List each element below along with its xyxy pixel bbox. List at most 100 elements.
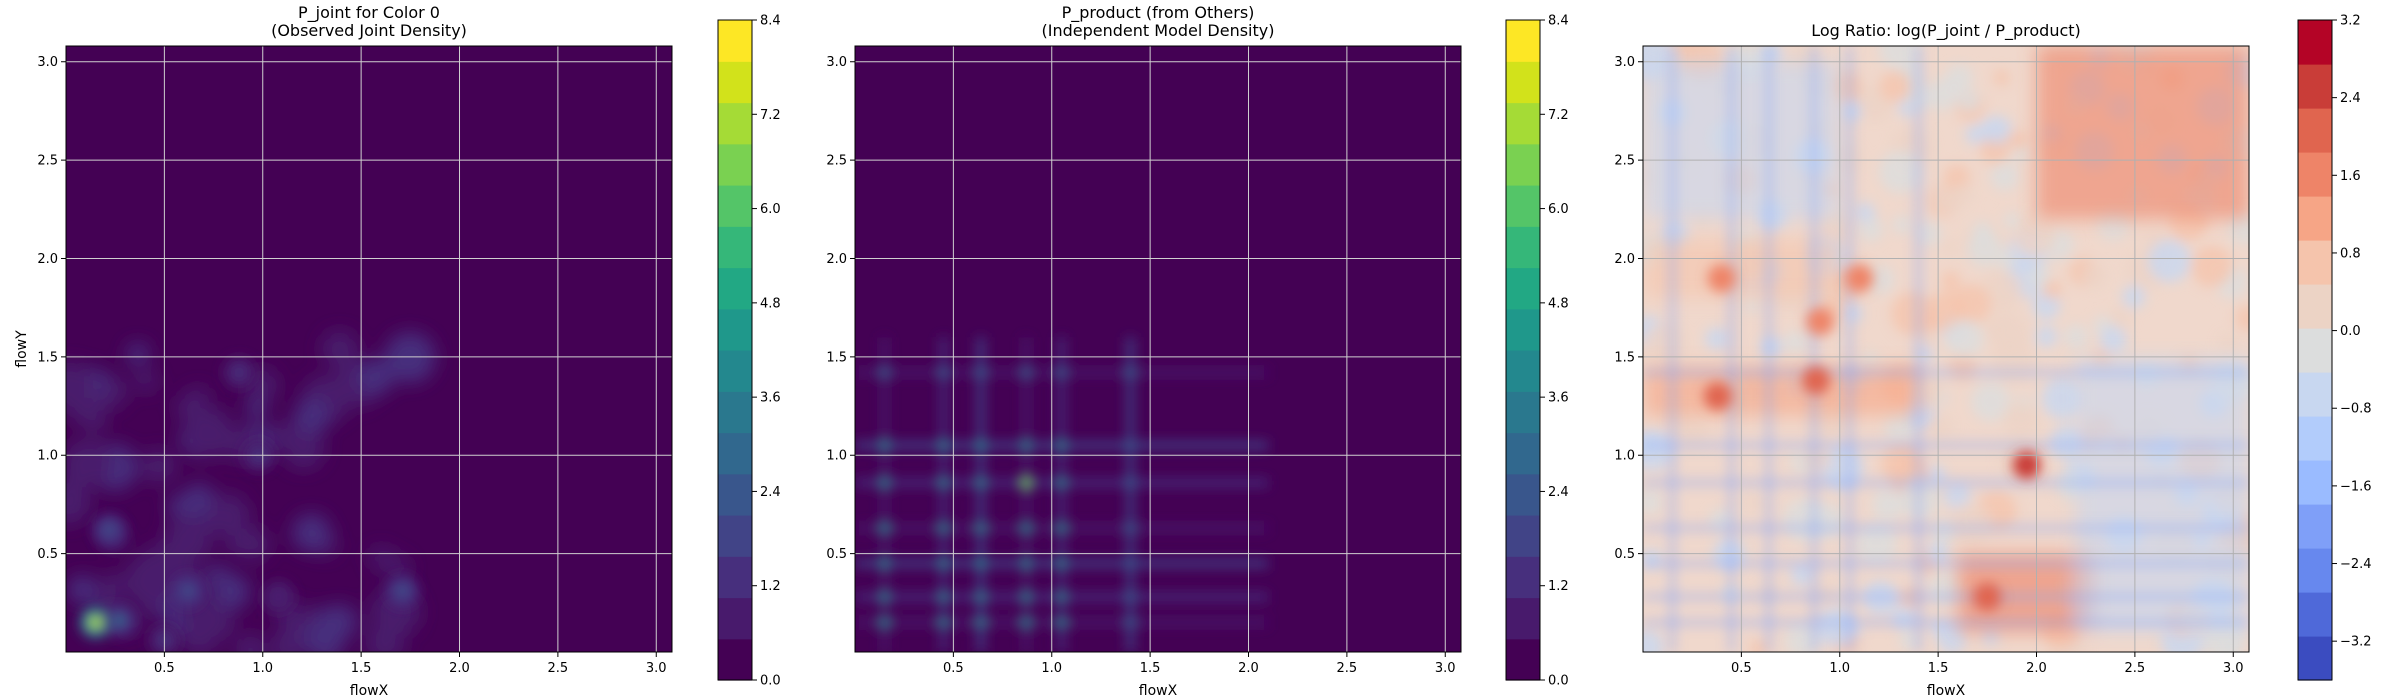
- colorbar-segment: [2298, 284, 2332, 329]
- intersection: [974, 557, 987, 570]
- x-tick-label: 3.0: [1435, 661, 1456, 676]
- colorbar-segment: [718, 20, 752, 62]
- ratio-blob: [1951, 284, 1992, 325]
- colorbar-segment: [718, 473, 752, 516]
- intersection: [974, 522, 987, 535]
- y-tick-label: 3.0: [1614, 55, 1635, 70]
- colorbar-segment: [718, 185, 752, 227]
- x-tick-label: 1.5: [351, 661, 372, 676]
- y-axis-label-joint: flowY: [14, 330, 30, 368]
- ratio-blob: [1674, 412, 1709, 447]
- intersection: [974, 590, 987, 603]
- colorbar-segment: [1506, 391, 1540, 434]
- colorbar-tick-label: 7.2: [1548, 108, 1569, 123]
- colorbar-segment: [718, 515, 752, 557]
- grid-product: [855, 46, 1461, 652]
- ratio-blob: [2035, 325, 2058, 348]
- intersection: [1020, 522, 1033, 535]
- colorbar-tick-label: 0.0: [1548, 674, 1569, 689]
- ratio-y-stripe: [1643, 369, 2249, 376]
- intersection: [1020, 590, 1033, 603]
- ratio-blob: [2122, 285, 2146, 309]
- intersection: [974, 366, 987, 379]
- intersection: [878, 476, 891, 489]
- intersection: [937, 590, 950, 603]
- density-blob: [270, 630, 305, 652]
- y-tick-label: 2.5: [1614, 154, 1635, 169]
- intersection: [1055, 366, 1068, 379]
- intersection: [1055, 616, 1068, 629]
- intersection: [1020, 439, 1033, 452]
- colorbar-segment: [2298, 152, 2332, 197]
- colorbar-segment: [1506, 638, 1540, 681]
- intersection: [1020, 616, 1033, 629]
- intersection: [1124, 616, 1137, 629]
- frame-log-ratio: [1642, 45, 2250, 653]
- peak: [1021, 477, 1032, 488]
- ratio-blob: [1993, 69, 2010, 86]
- intersection: [878, 522, 891, 535]
- colorbar-tick-label: 0.8: [2340, 246, 2361, 261]
- ratio-blob: [1941, 271, 1961, 291]
- density-blob: [386, 555, 410, 579]
- density-blob: [141, 449, 176, 484]
- colorbar-tick-label: 6.0: [760, 202, 781, 217]
- x-tick-label: 1.0: [1041, 661, 1062, 676]
- x-stripe: [976, 337, 985, 652]
- colorbar-segment: [2298, 108, 2332, 153]
- intersection: [1124, 439, 1137, 452]
- intersection: [878, 616, 891, 629]
- ratio-stripes: [1643, 46, 2249, 652]
- ratio-region: [2036, 46, 2249, 220]
- ratio-hotspot: [2012, 451, 2041, 480]
- intersection: [1020, 366, 1033, 379]
- colorbar-segment: [2298, 460, 2332, 505]
- hotspot-layer: [79, 356, 419, 652]
- intersection: [937, 476, 950, 489]
- density-blob: [66, 480, 91, 525]
- colorbar-segment: [2298, 64, 2332, 109]
- density-blob: [242, 533, 265, 556]
- ratio-blob: [1879, 150, 1922, 194]
- ratio-blob: [2109, 307, 2131, 330]
- plot-area-product: [855, 46, 1461, 652]
- intersection: [937, 366, 950, 379]
- x-tick-label: 1.5: [1928, 661, 1949, 676]
- colorbar-tick-label: 3.6: [1548, 391, 1569, 406]
- y-tick-label: 1.5: [1614, 350, 1635, 365]
- colorbar-tick-label: −2.4: [2340, 557, 2372, 572]
- density-blob: [182, 483, 216, 517]
- colorbar-segment: [2298, 240, 2332, 285]
- colorbar-tick-label: 2.4: [760, 485, 781, 500]
- ratio-blob: [1743, 296, 1760, 313]
- density-blob: [234, 634, 266, 652]
- ratio-blob: [1865, 265, 1894, 294]
- colorbar-tick-label: 1.2: [1548, 579, 1569, 594]
- colorbar-segment: [2298, 328, 2332, 373]
- ratio-y-stripe: [1643, 442, 2249, 449]
- ratio-blob: [2002, 401, 2039, 437]
- ratio-blob: [1643, 630, 1664, 652]
- intersection: [937, 522, 950, 535]
- colorbar-tick-label: 2.4: [1548, 485, 1569, 500]
- y-tick-label: 2.5: [826, 154, 847, 169]
- ratio-blob: [1790, 563, 1813, 586]
- x-tick-label: 2.5: [1337, 661, 1358, 676]
- chart-title-product: P_product (from Others): [1062, 3, 1255, 23]
- colorbar-segment: [1506, 350, 1540, 392]
- ticks-joint: 0.5 1.0 1.5 2.0 2.5 3.0 0.5 1.0 1.5 2.0 2.5 3.0: [37, 55, 666, 676]
- colorbar-segment: [718, 597, 752, 640]
- x-stripe: [1022, 337, 1031, 652]
- colorbar-segment: [2298, 636, 2332, 681]
- ratio-blob: [2191, 245, 2233, 288]
- ticks-product: 0.5 1.0 1.5 2.0 2.5 3.0 0.5 1.0 1.5 2.0 2.5 3.0: [826, 55, 1455, 676]
- colorbar-tick-label: 6.0: [1548, 202, 1569, 217]
- colorbar-tick-label: 0.0: [2340, 324, 2361, 339]
- ratio-hotspot: [1802, 366, 1831, 395]
- y-tick-label: 1.5: [37, 350, 58, 365]
- density-blob: [271, 421, 301, 452]
- colorbar-frame: [2297, 19, 2333, 681]
- ratio-blob: [1814, 583, 1836, 605]
- ratio-blob: [1749, 639, 1768, 652]
- density-texture: [66, 330, 436, 652]
